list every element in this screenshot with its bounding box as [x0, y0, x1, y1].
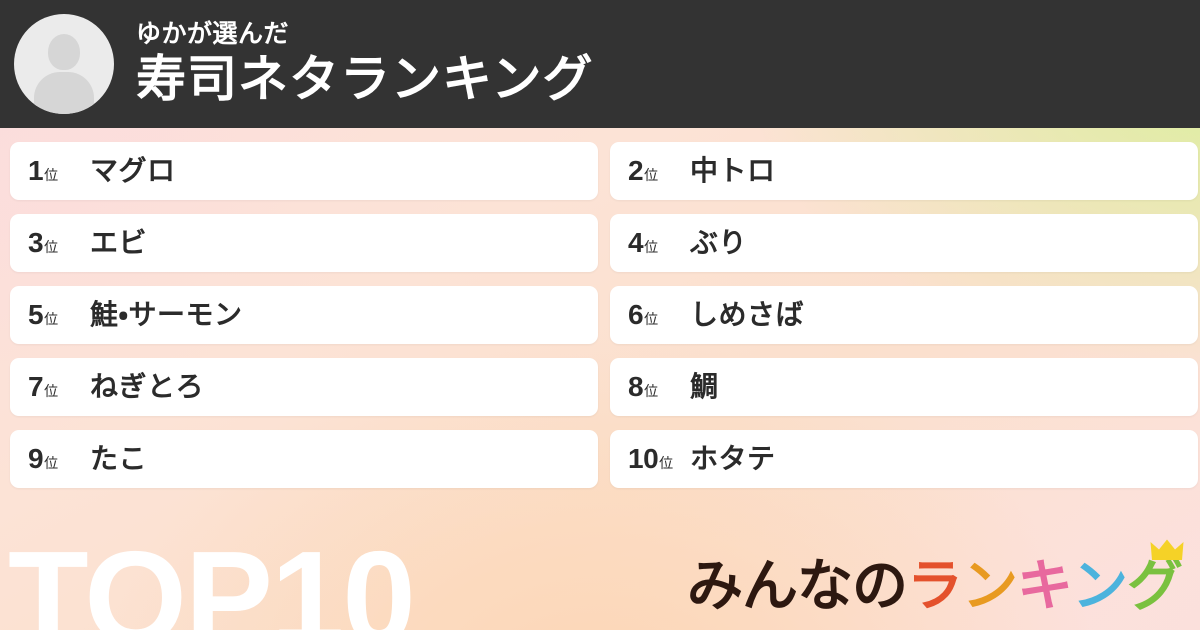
logo-part-minnano: みんなの	[687, 554, 908, 617]
rank-digits: 6	[628, 299, 644, 330]
rank-digits: 2	[628, 155, 644, 186]
crown-icon	[1150, 539, 1184, 560]
rank-digits: 1	[28, 155, 44, 186]
rank-item-name: しめさば	[690, 299, 805, 330]
logo-part-n1: ン	[962, 554, 1018, 617]
rank-digits: 3	[28, 227, 44, 258]
rank-item-name: 中トロ	[690, 155, 776, 186]
rank-number-10: 10 位	[628, 445, 690, 473]
page-title: 寿司ネタランキング	[136, 50, 594, 107]
avatar-body-shape	[34, 72, 94, 114]
rank-digits: 10	[628, 443, 659, 474]
rank-item-name: ねぎとろ	[90, 371, 205, 402]
rank-item-name: 鮭・サーモン	[90, 299, 243, 330]
rank-unit: 位	[644, 239, 659, 255]
logo-part-gu: グ	[1127, 539, 1184, 614]
rank-digits: 8	[628, 371, 644, 402]
rank-unit: 位	[44, 239, 59, 255]
logo-part-ra: ラ	[907, 554, 963, 617]
rank-digits: 9	[28, 443, 44, 474]
rank-unit: 位	[44, 383, 59, 399]
rank-unit: 位	[644, 167, 659, 183]
header-subtitle: ゆかが選んだ	[136, 20, 290, 49]
rank-digits: 4	[628, 227, 644, 258]
rank-unit: 位	[644, 383, 659, 399]
ranking-item-10[interactable]: 10 位 ホタテ	[610, 430, 1198, 488]
rank-item-name: たこ	[90, 443, 148, 474]
rank-item-name: 鯛	[690, 371, 719, 402]
logo-part-n2: ン	[1072, 554, 1128, 617]
rank-unit: 位	[44, 311, 59, 327]
logo-part-ki: キ	[1017, 554, 1073, 617]
minna-no-ranking-logo[interactable]: みんなの ラ ン キ ン グ	[687, 539, 1184, 617]
rank-digits: 5	[28, 299, 44, 330]
rank-unit: 位	[659, 455, 674, 471]
rank-item-name: マグロ	[90, 155, 176, 186]
rank-item-name: ぶり	[690, 227, 748, 258]
rank-unit: 位	[44, 455, 59, 471]
rank-item-name: エビ	[90, 227, 148, 258]
top10-watermark: TOP10	[8, 524, 416, 630]
header-bar: ゆかが選んだ 寿司ネタランキング	[0, 0, 1200, 128]
rank-unit: 位	[644, 311, 659, 327]
user-avatar-placeholder-icon	[14, 14, 114, 114]
rank-digits: 7	[28, 371, 44, 402]
logo-gu-glyph: グ	[1127, 554, 1183, 617]
header-text-group: ゆかが選んだ 寿司ネタランキング	[136, 21, 594, 107]
rank-unit: 位	[44, 167, 59, 183]
avatar-head-shape	[48, 34, 80, 70]
rank-item-name: ホタテ	[690, 443, 776, 474]
